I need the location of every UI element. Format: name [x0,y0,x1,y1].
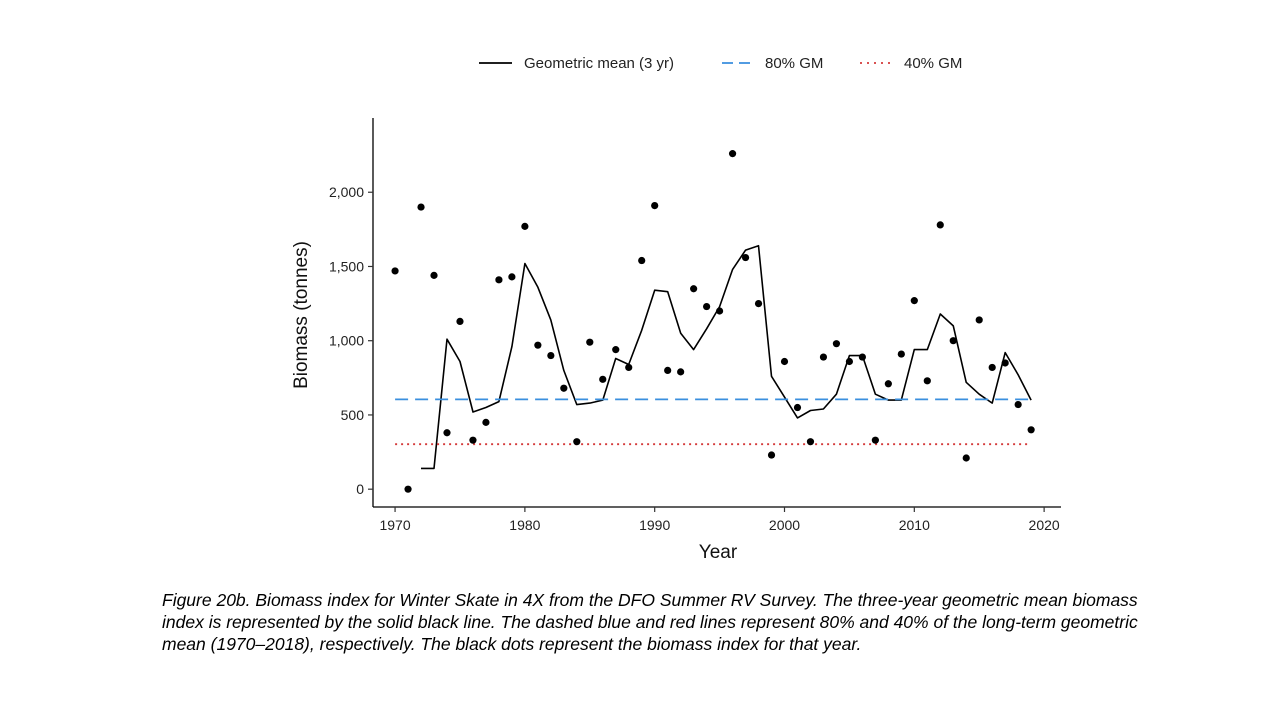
data-point [754,299,763,308]
data-point [715,307,724,315]
data-point [560,384,568,392]
data-point [547,351,555,360]
data-point [975,316,983,324]
data-point [495,276,503,284]
data-point [456,317,464,326]
data-point [923,377,931,385]
data-point [443,429,451,437]
data-point [728,150,737,158]
y-tick-label: 1,000 [329,333,364,349]
geometric-mean-line [421,244,1032,470]
y-tick-label: 0 [356,481,364,497]
data-point [780,357,789,366]
data-point [417,203,425,211]
data-point [469,436,477,444]
figure-caption: Figure 20b. Biomass index for Winter Ska… [162,590,1138,654]
data-point [767,451,776,459]
data-point [521,222,529,230]
data-point [1001,359,1009,367]
y-tick-label: 500 [341,407,365,423]
data-point [845,357,854,366]
data-point [884,380,892,388]
x-tick-label: 1980 [509,517,540,533]
x-tick-label: 2010 [899,517,930,533]
data-point [625,363,633,372]
data-point [651,201,659,210]
y-tick-label: 2,000 [329,184,364,200]
data-point [949,337,957,345]
legend-label-2: 80% GM [765,55,823,72]
x-tick-label: 2000 [769,517,800,533]
data-point [741,253,750,262]
chart-legend: Geometric mean (3 yr) 80% GM 40% GM [479,55,962,72]
chart-series [395,244,1032,470]
data-point [599,375,607,383]
data-point [936,221,944,229]
data-point [806,438,815,446]
biomass-chart: Geometric mean (3 yr) 80% GM 40% GM 0 500 1,… [291,55,1061,563]
chart-axes: 0 500 1,000 1,500 2,000 1970 1980 1990 2000 2010 2… [329,118,1061,533]
data-point [534,341,542,349]
data-point [677,368,685,376]
data-point [1027,426,1035,434]
data-point [573,438,581,446]
x-tick-label: 1970 [379,517,410,533]
data-point [430,271,438,279]
x-axis-title: Year [699,542,738,563]
chart-points [391,150,1035,493]
data-point [897,350,905,358]
data-point [482,418,490,426]
data-point [832,340,841,348]
data-point [793,403,802,412]
data-point [910,297,918,305]
data-point [858,353,866,361]
data-point [871,436,879,444]
x-tick-label: 2020 [1029,517,1060,533]
y-tick-label: 1,500 [329,258,364,274]
data-point [703,302,711,311]
data-point [664,366,672,375]
data-point [988,363,996,372]
data-point [508,273,516,281]
data-point [586,338,594,346]
legend-label-1: Geometric mean (3 yr) [524,55,674,72]
data-point [612,346,620,354]
x-tick-label: 1990 [639,517,670,533]
data-point [391,267,399,275]
data-point [404,485,412,493]
data-point [962,454,970,462]
data-point [1014,400,1022,409]
legend-label-3: 40% GM [904,55,962,72]
data-point [690,285,698,293]
data-point [638,256,646,265]
y-axis-title: Biomass (tonnes) [291,241,312,389]
data-point [819,353,828,361]
